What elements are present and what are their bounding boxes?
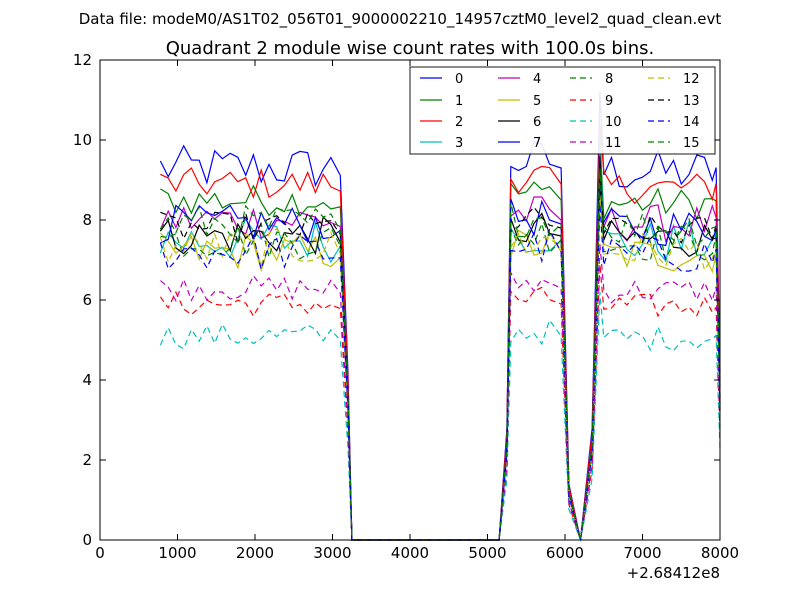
legend-label-2: 2 <box>455 115 463 130</box>
legend-label-11: 11 <box>605 136 622 151</box>
y-tick-label: 8 <box>82 211 92 229</box>
x-tick-label: 7000 <box>623 544 661 562</box>
legend-label-13: 13 <box>683 94 700 109</box>
legend-label-3: 3 <box>455 136 463 151</box>
x-tick-label: 4000 <box>391 544 429 562</box>
legend-label-8: 8 <box>605 72 613 87</box>
y-tick-label: 6 <box>82 291 92 309</box>
y-tick-label: 2 <box>82 451 92 469</box>
x-tick-label: 6000 <box>546 544 584 562</box>
legend-label-5: 5 <box>533 94 541 109</box>
chart-title: Quadrant 2 module wise count rates with … <box>166 38 655 59</box>
legend-label-7: 7 <box>533 136 541 151</box>
series-line-10 <box>159 291 721 543</box>
x-tick-label: 3000 <box>313 544 351 562</box>
y-tick-label: 12 <box>73 51 92 69</box>
y-tick-label: 0 <box>82 531 92 549</box>
x-offset-label: +2.68412e8 <box>627 564 720 582</box>
legend-label-12: 12 <box>683 72 700 87</box>
suptitle: Data file: modeM0/AS1T02_056T01_90000022… <box>79 10 722 29</box>
series-line-15 <box>159 171 721 541</box>
x-tick-label: 2000 <box>236 544 274 562</box>
legend-label-10: 10 <box>605 115 622 130</box>
legend-label-0: 0 <box>455 72 463 87</box>
series-line-11 <box>160 243 721 541</box>
series-line-12 <box>159 199 721 541</box>
legend-label-6: 6 <box>533 115 541 130</box>
x-tick-label: 1000 <box>158 544 196 562</box>
legend-label-14: 14 <box>683 115 700 130</box>
legend-label-1: 1 <box>455 94 463 109</box>
y-tick-label: 4 <box>82 371 92 389</box>
x-tick-label: 0 <box>95 544 105 562</box>
x-tick-label: 5000 <box>468 544 506 562</box>
legend-label-9: 9 <box>605 94 613 109</box>
legend-label-4: 4 <box>533 72 541 87</box>
series-line-9 <box>159 263 721 541</box>
legend-box <box>409 66 716 155</box>
x-tick-label: 8000 <box>701 544 739 562</box>
y-tick-label: 10 <box>73 131 92 149</box>
axis-ticks: 0 1000 2000 3000 4000 5000 6000 7000 80000246810… <box>73 51 739 562</box>
legend-label-15: 15 <box>683 136 700 151</box>
